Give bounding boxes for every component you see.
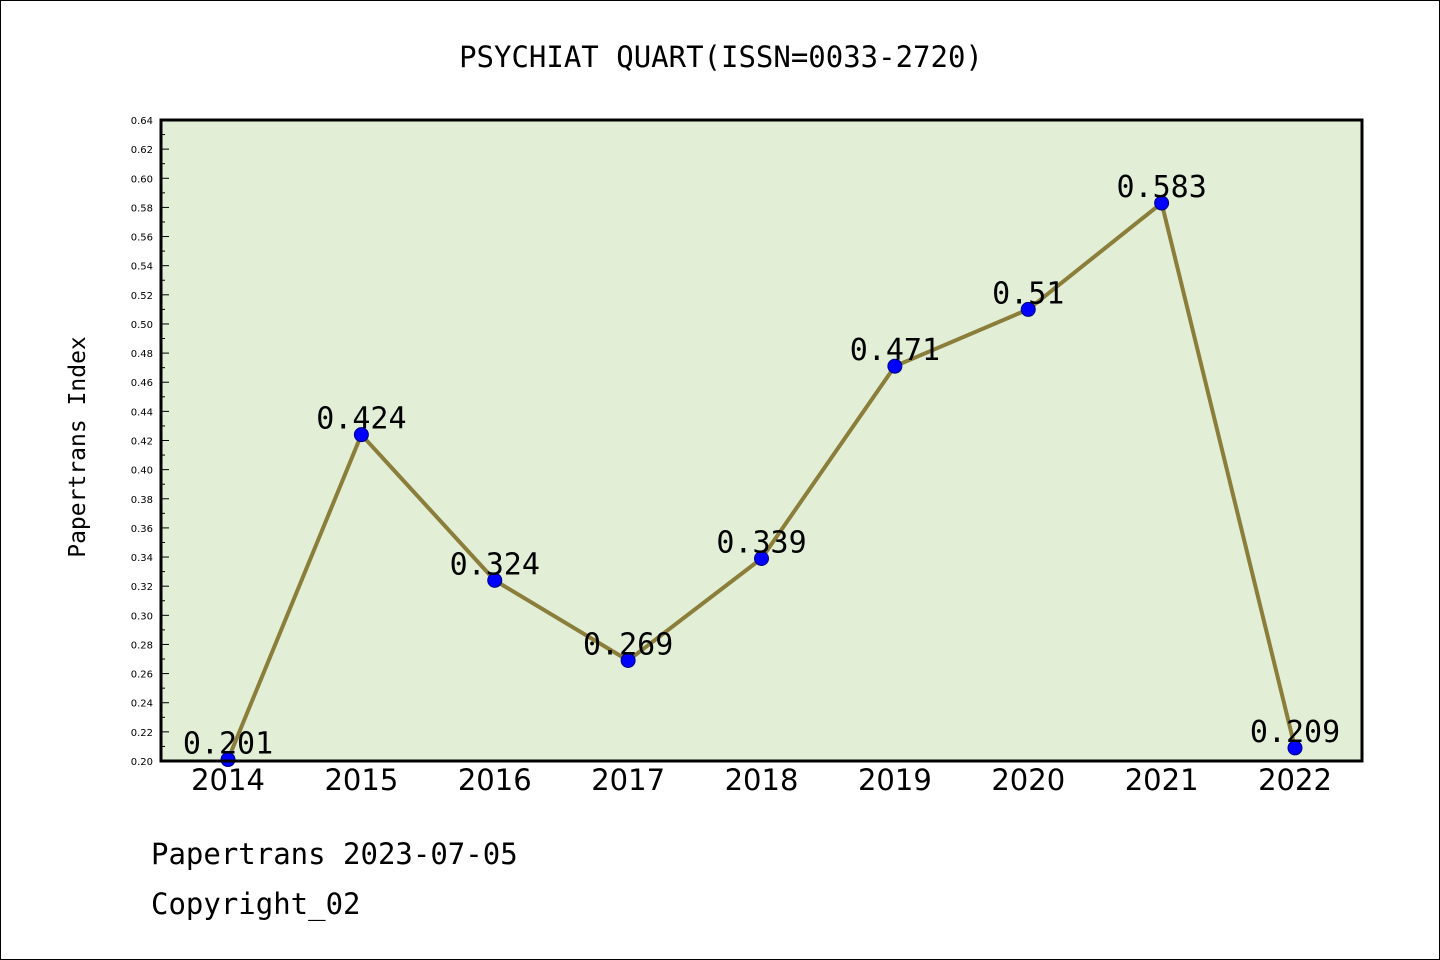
data-label: 0.424: [316, 402, 406, 437]
y-axis-label: Papertrans Index: [65, 336, 91, 558]
data-labels: 0.201 0.424 0.324 0.269 0.339 0.471 0.51 0.583 0…: [183, 170, 1340, 762]
data-point: [887, 358, 903, 374]
y-tick-label: 0.24: [131, 699, 153, 710]
y-tick-label: 0.54: [131, 262, 153, 273]
x-tick-label: 2016: [458, 763, 532, 797]
x-tick-label: 2017: [591, 763, 665, 797]
data-label: 0.339: [716, 526, 806, 561]
y-tick-label: 0.22: [131, 728, 153, 739]
y-tick-label: 0.64: [131, 116, 153, 127]
x-tick-label: 2021: [1125, 763, 1199, 797]
y-tick-label: 0.30: [131, 611, 153, 622]
chart-title: PSYCHIAT QUART(ISSN=0033-2720): [459, 40, 983, 74]
y-tick-label: 0.36: [131, 524, 153, 535]
x-tick-label: 2019: [858, 763, 932, 797]
y-tick-label: 0.48: [131, 349, 153, 360]
y-tick-label: 0.42: [131, 437, 153, 448]
data-label: 0.471: [850, 333, 940, 368]
data-point: [1154, 195, 1170, 211]
data-label: 0.201: [183, 727, 273, 762]
y-tick-label: 0.44: [131, 407, 153, 418]
y-tick-label: 0.56: [131, 233, 153, 244]
plot-border: [159, 118, 1364, 763]
data-label: 0.583: [1116, 170, 1206, 205]
y-tick-label: 0.28: [131, 640, 153, 651]
y-axis-ticks: 0.20 0.22 0.24 0.26 0.28 0.30 0.32 0.34 0.36 0.38…: [131, 116, 169, 768]
y-tick-label: 0.52: [131, 291, 153, 302]
data-points: [220, 195, 1303, 768]
x-axis-ticks: 2014 2015 2016 2017 2018 2019 2020 2021 2022: [191, 763, 1332, 797]
y-tick-label: 0.62: [131, 145, 153, 156]
plot-area: [161, 120, 1362, 761]
y-tick-label: 0.60: [131, 174, 153, 185]
data-point: [620, 652, 636, 668]
y-tick-label: 0.46: [131, 378, 153, 389]
data-label: 0.51: [992, 276, 1064, 311]
footer-date: Papertrans 2023-07-05: [151, 837, 518, 871]
y-tick-label: 0.50: [131, 320, 153, 331]
data-label: 0.324: [450, 547, 540, 582]
x-tick-label: 2014: [191, 763, 265, 797]
y-tick-label: 0.34: [131, 553, 153, 564]
x-tick-label: 2015: [324, 763, 398, 797]
data-point: [1287, 740, 1303, 756]
y-tick-label: 0.58: [131, 203, 153, 214]
y-tick-label: 0.32: [131, 582, 153, 593]
y-tick-label: 0.20: [131, 757, 153, 768]
data-point: [1020, 301, 1036, 317]
data-point: [353, 427, 369, 443]
footer-copyright: Copyright_02: [151, 887, 361, 921]
y-tick-label: 0.26: [131, 670, 153, 681]
x-tick-label: 2022: [1258, 763, 1332, 797]
data-point: [754, 551, 769, 567]
data-label: 0.209: [1250, 715, 1340, 750]
y-tick-label: 0.38: [131, 495, 153, 506]
data-point: [487, 572, 503, 588]
y-tick-label: 0.40: [131, 466, 153, 477]
x-tick-label: 2018: [725, 763, 799, 797]
data-label: 0.269: [583, 627, 673, 662]
x-tick-label: 2020: [991, 763, 1065, 797]
